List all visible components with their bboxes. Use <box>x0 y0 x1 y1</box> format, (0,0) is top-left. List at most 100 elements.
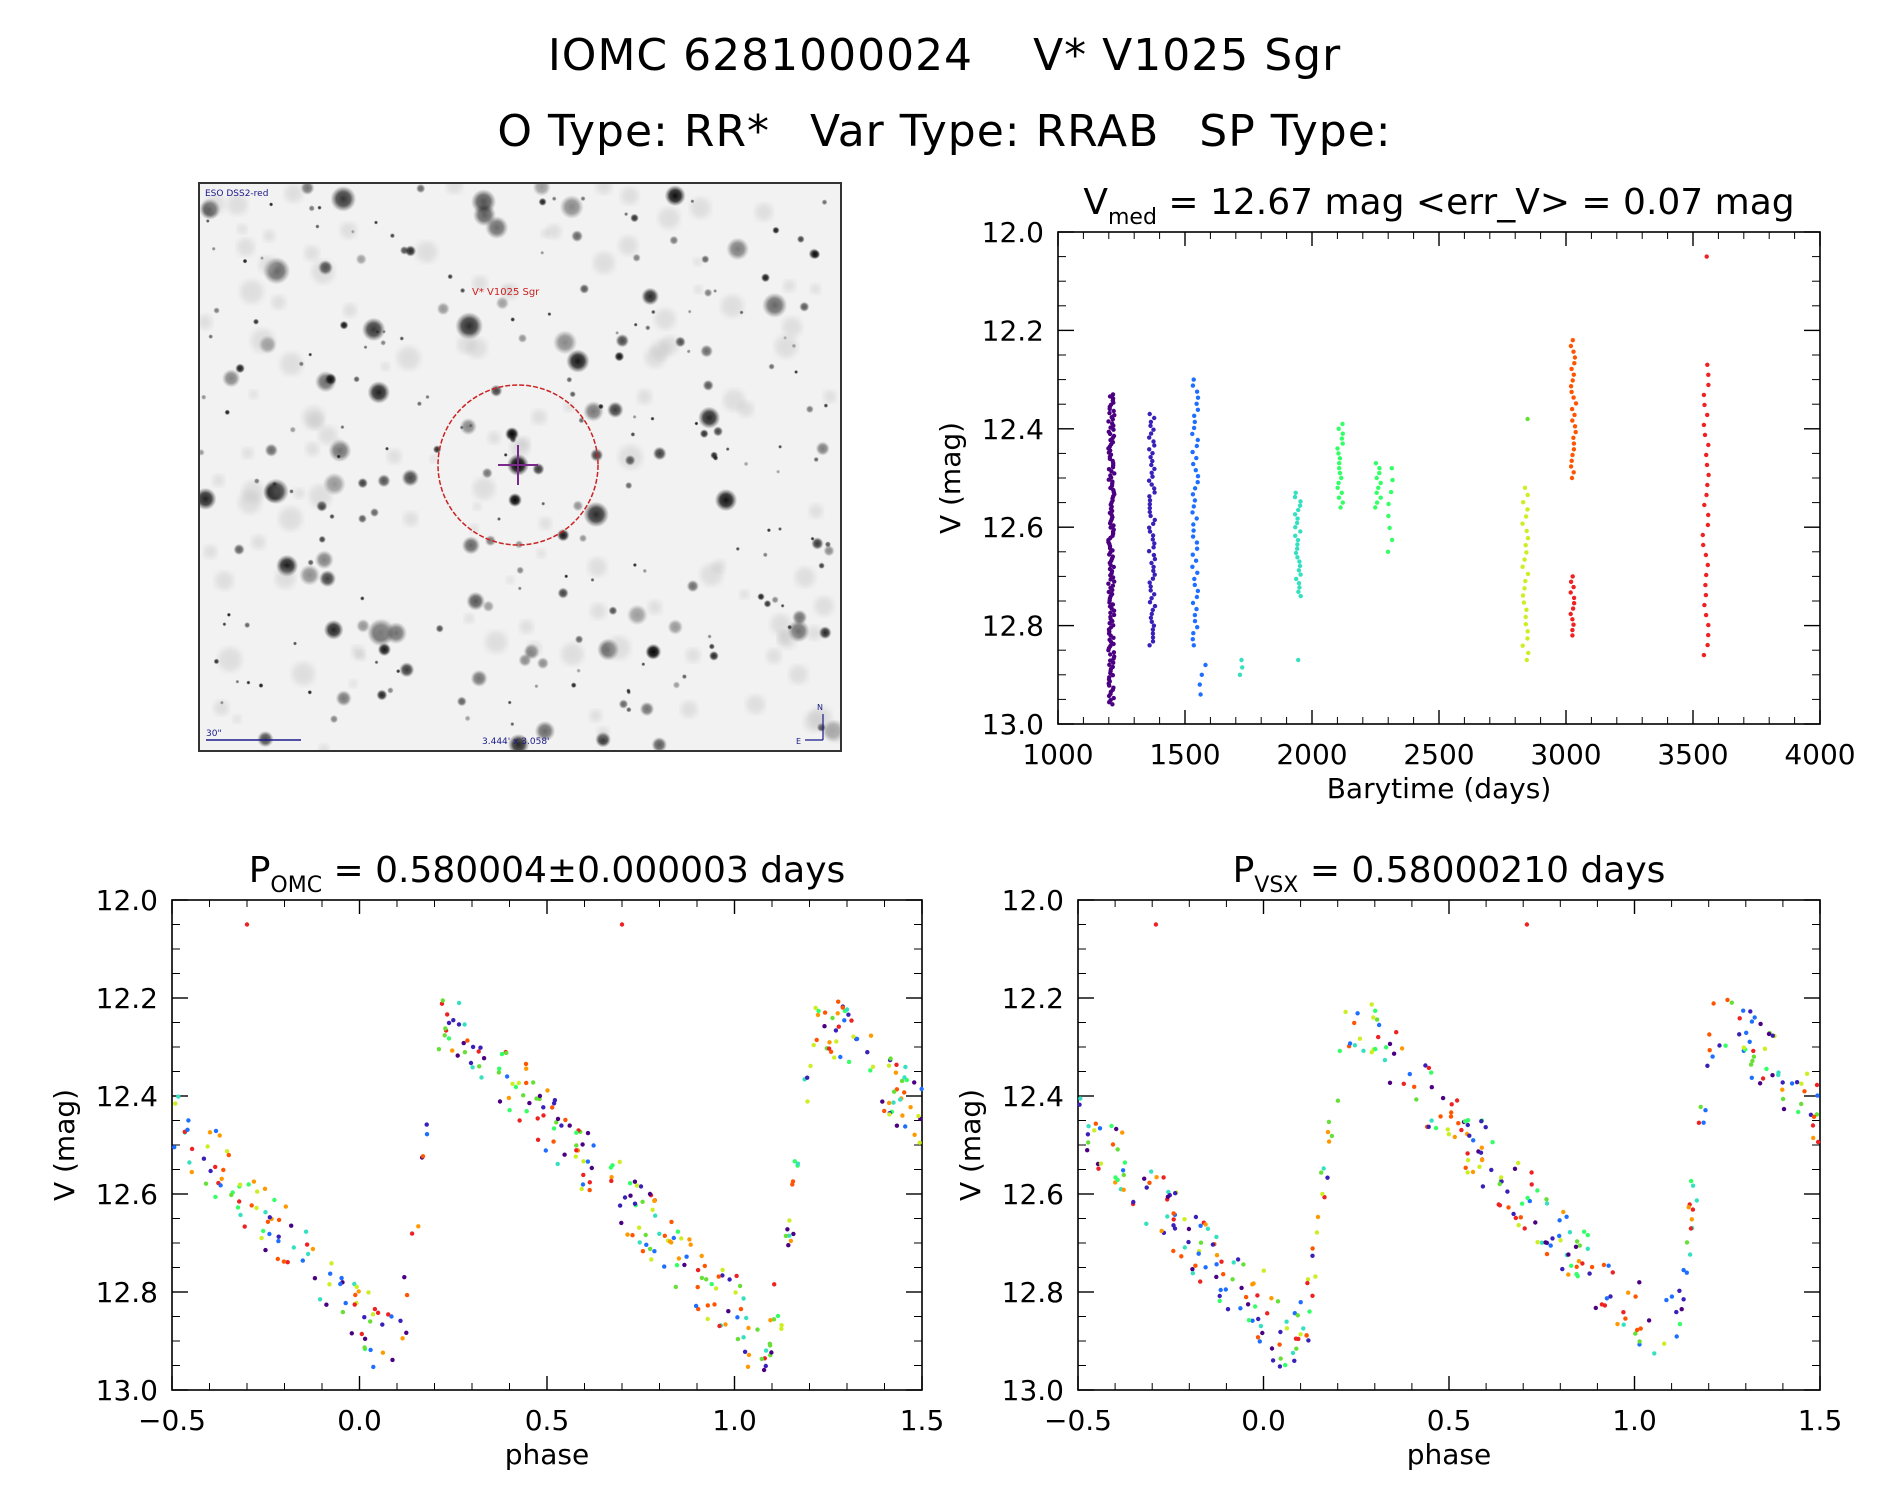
data-point <box>1570 574 1575 579</box>
data-point <box>1217 1298 1222 1304</box>
data-point <box>1570 378 1575 383</box>
data-point <box>1429 1118 1434 1123</box>
data-point <box>699 1253 704 1259</box>
data-point <box>1190 564 1195 569</box>
data-point <box>1192 413 1197 418</box>
data-point <box>1610 1270 1616 1275</box>
sky-star <box>470 669 488 687</box>
data-point <box>1223 1287 1229 1292</box>
data-point <box>1369 1050 1374 1055</box>
data-point <box>219 1176 224 1182</box>
sky-star <box>318 570 337 588</box>
sky-star <box>355 253 367 265</box>
data-point <box>1465 1158 1471 1163</box>
data-point <box>1758 1021 1763 1027</box>
var-type: Var Type: RRAB <box>810 106 1160 157</box>
x-axis-label: phase <box>505 1438 590 1471</box>
data-point <box>1626 1290 1631 1295</box>
sky-star <box>551 196 557 202</box>
sky-star <box>318 535 326 544</box>
data-point <box>1255 1293 1260 1298</box>
data-point <box>1426 1124 1431 1130</box>
data-point <box>524 1080 529 1086</box>
data-point <box>1329 1133 1335 1139</box>
sky-haze <box>473 477 495 500</box>
data-point <box>1789 1081 1795 1086</box>
data-point <box>1110 673 1116 678</box>
data-point <box>1373 1008 1378 1013</box>
data-point <box>1448 1114 1454 1119</box>
data-point <box>795 1161 801 1166</box>
data-point <box>1190 552 1196 557</box>
plot-frame <box>1057 231 1821 725</box>
data-point <box>1706 632 1711 638</box>
data-point <box>1414 1097 1419 1102</box>
sky-star <box>455 312 484 340</box>
data-point <box>442 1033 447 1038</box>
sky-star <box>208 334 214 339</box>
data-point <box>1111 408 1116 414</box>
data-point <box>903 1064 908 1070</box>
data-point <box>1539 1240 1545 1245</box>
data-point <box>1147 502 1153 507</box>
sky-haze <box>746 695 765 714</box>
sky-haze <box>249 389 259 399</box>
data-point <box>1479 1145 1485 1150</box>
target-star <box>508 493 522 507</box>
data-point <box>1529 1170 1534 1175</box>
x-tick-label: 1000 <box>1022 738 1093 771</box>
data-point <box>554 1120 559 1125</box>
data-point <box>1574 1239 1580 1244</box>
sky-star <box>399 662 415 678</box>
data-point <box>1186 1239 1191 1245</box>
data-point <box>1152 415 1157 421</box>
data-point <box>1387 1080 1393 1086</box>
data-point <box>640 1199 645 1205</box>
sky-star <box>314 550 334 570</box>
sky-star <box>760 273 771 283</box>
sky-haze <box>755 203 773 222</box>
data-point <box>1269 1296 1274 1301</box>
data-point <box>1150 537 1156 542</box>
data-point <box>1098 1161 1104 1166</box>
data-point <box>1796 1109 1801 1115</box>
data-point <box>637 1240 642 1245</box>
data-point <box>523 1061 529 1067</box>
data-point <box>1569 458 1574 463</box>
data-point <box>343 1300 348 1306</box>
data-point <box>390 1357 395 1363</box>
data-point <box>674 1263 680 1268</box>
y-tick-label: 12.0 <box>96 884 158 917</box>
data-point <box>769 1350 774 1355</box>
data-point <box>1401 1081 1407 1087</box>
sky-star <box>205 219 210 223</box>
data-point <box>587 1180 592 1185</box>
data-point <box>1152 443 1157 448</box>
data-point <box>808 1063 813 1069</box>
data-point <box>1572 424 1578 429</box>
data-point <box>541 1113 546 1118</box>
sky-star <box>222 622 227 627</box>
data-point <box>695 1267 701 1273</box>
sky-star <box>459 287 466 294</box>
sky-star <box>726 237 750 261</box>
data-point <box>886 1063 892 1068</box>
data-point <box>1706 442 1711 448</box>
data-point <box>1151 623 1157 628</box>
data-point <box>1106 581 1111 586</box>
data-point <box>1704 492 1709 498</box>
sky-star <box>538 197 547 206</box>
data-point <box>1190 534 1196 539</box>
data-point <box>404 1292 410 1298</box>
data-point <box>1387 1041 1393 1047</box>
north-label: N <box>817 703 823 712</box>
sky-haze <box>527 641 542 655</box>
data-point <box>559 1123 564 1128</box>
data-point <box>1737 1016 1742 1021</box>
sky-haze <box>766 648 782 664</box>
sky-star <box>517 333 528 343</box>
sky-star <box>630 432 636 437</box>
data-point <box>207 1130 213 1135</box>
data-point <box>1296 581 1302 586</box>
